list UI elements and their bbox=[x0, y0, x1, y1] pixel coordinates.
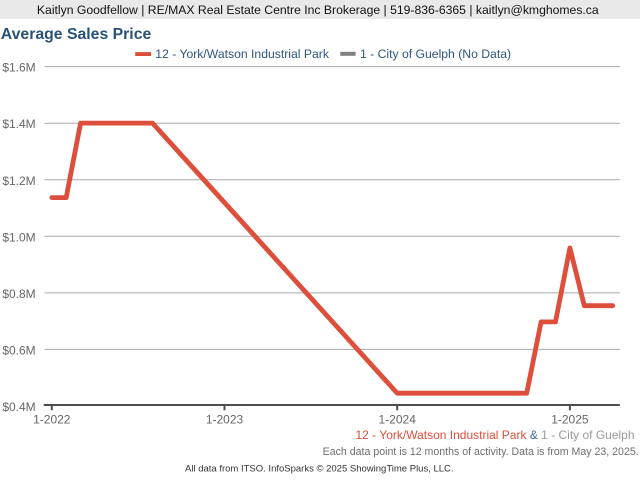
svg-text:$1.4M: $1.4M bbox=[2, 117, 35, 131]
svg-text:All data from ITSO. InfoSparks: All data from ITSO. InfoSparks © 2025 Sh… bbox=[185, 463, 454, 474]
svg-text:$1.0M: $1.0M bbox=[2, 230, 35, 244]
svg-text:1 - City of Guelph (No Data): 1 - City of Guelph (No Data) bbox=[360, 47, 511, 61]
svg-text:$0.8M: $0.8M bbox=[2, 287, 35, 301]
svg-text:$0.4M: $0.4M bbox=[2, 400, 35, 414]
svg-text:12 - York/Watson Industrial Pa: 12 - York/Watson Industrial Park bbox=[155, 47, 330, 61]
svg-text:1-2022: 1-2022 bbox=[33, 412, 71, 426]
svg-text:Average Sales Price: Average Sales Price bbox=[1, 26, 152, 43]
svg-text:Kaitlyn Goodfellow | RE/MAX Re: Kaitlyn Goodfellow | RE/MAX Real Estate … bbox=[37, 3, 599, 17]
svg-text:1-2024: 1-2024 bbox=[379, 412, 417, 426]
svg-text:Each data point is 12 months o: Each data point is 12 months of activity… bbox=[323, 446, 639, 458]
svg-text:$1.2M: $1.2M bbox=[2, 174, 35, 188]
svg-text:12 - York/Watson Industrial Pa: 12 - York/Watson Industrial Park & 1 - C… bbox=[356, 428, 635, 442]
svg-text:1-2023: 1-2023 bbox=[206, 412, 244, 426]
svg-text:$1.6M: $1.6M bbox=[2, 61, 35, 75]
svg-text:$0.6M: $0.6M bbox=[2, 343, 35, 357]
svg-text:1-2025: 1-2025 bbox=[551, 412, 589, 426]
